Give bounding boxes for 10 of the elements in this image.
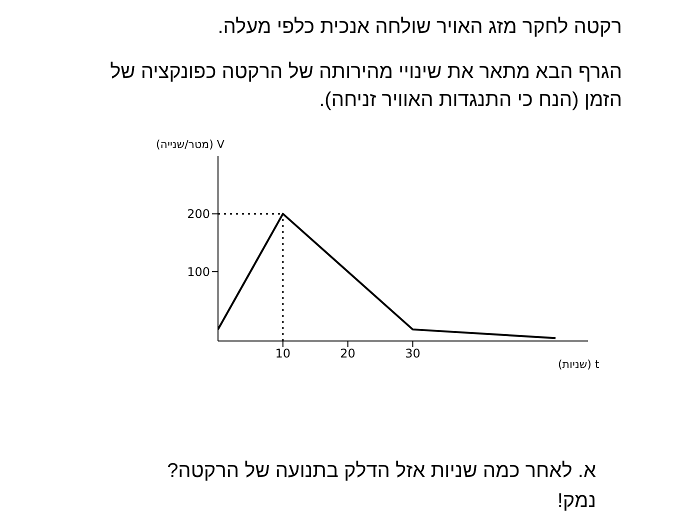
y-tick-label: 200 [187, 207, 210, 222]
x-tick-label: 30 [405, 346, 420, 361]
chart-title: רקטה לחקר מזג האויר שולחה אנכית כלפי מעלה. [216, 16, 622, 39]
text: א. לאחר כמה שניות אזל הדלק בתנועה של הרקטה? נמק! [166, 459, 596, 514]
x-tick-label: 10 [275, 346, 291, 361]
y-axis-title: V (מטר/שנייה) [156, 138, 224, 151]
chart-subtitle: הגרף הבא מתאר את שינויי מהירותה של הרקטה כפונקציה של הזמן (הנח כי התנגדות האוויר זניחה). [109, 60, 622, 113]
y-tick-label: 100 [187, 264, 210, 279]
x-axis-title: t (שניות) [558, 358, 600, 371]
x-tick-label: 20 [340, 346, 356, 361]
